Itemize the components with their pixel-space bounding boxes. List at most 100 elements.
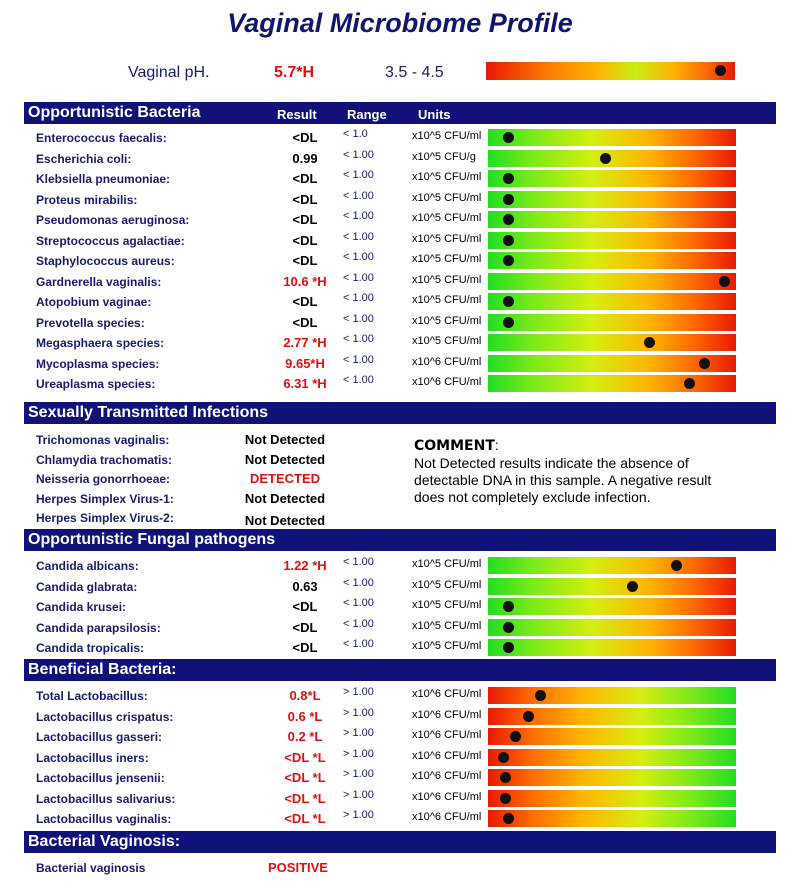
- result-marker: [502, 642, 514, 653]
- ph-range: 3.5 - 4.5: [385, 64, 444, 81]
- table-row: Streptococcus agalactiae: <DL < 1.00 x10^5 …: [0, 231, 800, 251]
- sti-result: Not Detected: [244, 513, 326, 528]
- result-value: <DL *L: [284, 811, 326, 826]
- result-value: 6.31 *H: [283, 376, 327, 391]
- report-title: Vaginal Microbiome Profile: [227, 8, 573, 38]
- column-header-units: Units: [418, 107, 451, 122]
- reference-range: < 1.00: [343, 251, 374, 263]
- section-title: Opportunistic Bacteria: [28, 104, 201, 121]
- table-row: Candida parapsilosis: <DL < 1.00 x10^5 CFU/…: [0, 618, 800, 638]
- result-value: <DL: [292, 294, 318, 309]
- reference-range: < 1.00: [343, 312, 374, 325]
- result-marker: [500, 792, 512, 804]
- reference-range: < 1.00: [343, 617, 374, 630]
- table-row: Enterococcus faecalis: <DL < 1.0 x10^5 CFU/…: [0, 128, 800, 148]
- sti-name: Trichomonas vaginalis:: [36, 433, 170, 447]
- organism-name: Gardnerella vaginalis:: [36, 274, 162, 289]
- units: x10^5 CFU/ml: [412, 171, 482, 183]
- reference-range: < 1.00: [343, 148, 374, 161]
- organism-name: Klebsiella pneumoniae:: [36, 172, 171, 186]
- reference-range: < 1.00: [343, 374, 374, 386]
- result-value: <DL *L: [284, 749, 326, 765]
- result-marker: [502, 193, 514, 205]
- units: x10^5 CFU/ml: [412, 273, 482, 286]
- result-scale-bar: [488, 190, 736, 208]
- sti-name: Chlamydia trachomatis:: [36, 452, 173, 467]
- organism-name: Lactobacillus iners:: [36, 750, 149, 765]
- reference-range: > 1.00: [343, 706, 374, 719]
- result-scale-bar: [488, 129, 736, 146]
- result-value: <DL: [292, 191, 318, 207]
- column-header-range: Range: [347, 107, 387, 122]
- result-value: 1.22 *H: [283, 558, 327, 573]
- section-title: Beneficial Bacteria:: [28, 661, 177, 678]
- result-marker: [698, 357, 710, 369]
- result-marker: [599, 152, 611, 164]
- result-marker: [502, 255, 514, 266]
- result-value: 0.6 *L: [287, 708, 323, 724]
- sti-result: DETECTED: [249, 471, 321, 486]
- units: x10^5 CFU/ml: [412, 232, 482, 245]
- table-row: Proteus mirabilis: <DL < 1.00 x10^5 CFU/ml: [0, 190, 800, 210]
- result-marker: [502, 813, 514, 824]
- result-marker: [626, 580, 638, 592]
- units: x10^5 CFU/ml: [412, 558, 482, 570]
- units: x10^6 CFU/ml: [412, 708, 482, 721]
- section-title: Opportunistic Fungal pathogens: [28, 531, 276, 548]
- result-scale-bar: [488, 170, 736, 187]
- result-value: 0.63: [292, 578, 318, 594]
- sti-result: Not Detected: [244, 451, 326, 467]
- organism-name: Proteus mirabilis:: [36, 192, 138, 207]
- result-marker: [644, 337, 656, 348]
- sti-name: Herpes Simplex Virus-1:: [36, 491, 174, 506]
- organism-name: Lactobacillus salivarius:: [36, 791, 176, 806]
- units: x10^6 CFU/ml: [412, 355, 482, 368]
- organism-name: Prevotella species:: [36, 315, 145, 330]
- reference-range: > 1.00: [343, 686, 374, 698]
- organism-name: Total Lactobacillus:: [36, 689, 148, 703]
- reference-range: < 1.0: [343, 128, 368, 140]
- result-scale-bar: [488, 687, 736, 704]
- result-scale-bar: [488, 639, 736, 656]
- result-marker: [502, 132, 514, 143]
- organism-name: Candida parapsilosis:: [36, 620, 161, 635]
- units: x10^6 CFU/ml: [412, 790, 482, 803]
- organism-name: Lactobacillus vaginalis:: [36, 812, 172, 826]
- organism-name: Escherichia coli:: [36, 151, 132, 166]
- result-marker: [502, 296, 514, 307]
- result-scale-bar: [488, 707, 736, 725]
- table-row: Atopobium vaginae: <DL < 1.00 x10^5 CFU/ml: [0, 292, 800, 312]
- result-scale-bar: [488, 789, 736, 807]
- result-marker: [502, 601, 514, 612]
- reference-range: < 1.00: [343, 169, 374, 181]
- reference-range: < 1.00: [343, 638, 374, 650]
- result-value: <DL *L: [284, 790, 326, 806]
- table-row: Escherichia coli: 0.99 < 1.00 x10^5 CFU/g: [0, 149, 800, 169]
- table-row: Lactobacillus gasseri: 0.2 *L > 1.00 x10^6 …: [0, 727, 800, 747]
- result-scale-bar: [488, 618, 736, 636]
- result-marker: [502, 214, 514, 225]
- result-scale-bar: [488, 313, 736, 331]
- section-header-fungal: Opportunistic Fungal pathogens: [24, 529, 776, 551]
- bv-name: Bacterial vaginosis: [36, 861, 146, 875]
- reference-range: < 1.00: [343, 353, 374, 366]
- result-scale-bar: [488, 231, 736, 249]
- result-scale-bar: [488, 375, 736, 392]
- result-scale-bar: [488, 577, 736, 595]
- result-marker: [502, 173, 514, 184]
- units: x10^5 CFU/ml: [412, 335, 482, 347]
- reference-range: < 1.00: [343, 556, 374, 568]
- reference-range: < 1.00: [343, 333, 374, 345]
- table-row: Prevotella species: <DL < 1.00 x10^5 CFU/ml: [0, 313, 800, 333]
- result-value: <DL: [292, 619, 318, 635]
- result-scale-bar: [488, 748, 736, 766]
- units: x10^6 CFU/ml: [412, 729, 482, 741]
- organism-name: Candida krusei:: [36, 600, 127, 614]
- sti-name: Neisseria gonorrhoeae:: [36, 472, 171, 486]
- units: x10^5 CFU/ml: [412, 314, 482, 327]
- organism-name: Enterococcus faecalis:: [36, 131, 167, 145]
- result-marker: [502, 234, 514, 246]
- table-row: Gardnerella vaginalis: 10.6 *H < 1.00 x10^5…: [0, 272, 800, 292]
- section-header-bv: Bacterial Vaginosis:: [24, 831, 776, 853]
- ph-scale-bar: [486, 62, 735, 80]
